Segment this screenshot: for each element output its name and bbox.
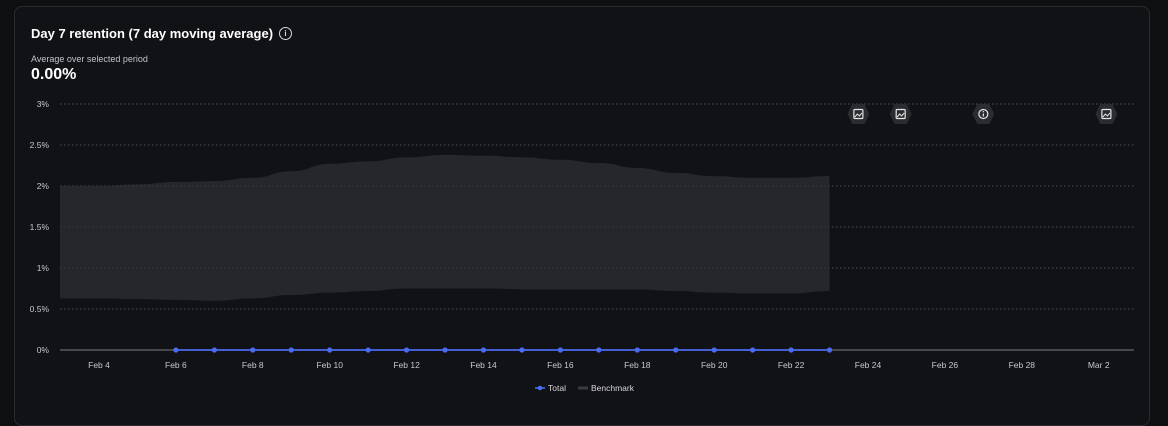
x-tick-label: Feb 8 [242, 360, 264, 370]
x-tick-label: Feb 12 [393, 360, 420, 370]
x-tick-label: Feb 4 [88, 360, 110, 370]
annotation-marker [889, 104, 912, 124]
y-tick-label: 2% [37, 181, 50, 191]
legend-benchmark-label: Benchmark [591, 383, 635, 393]
x-tick-label: Feb 26 [932, 360, 959, 370]
total-point [634, 347, 640, 353]
y-tick-label: 1.5% [30, 222, 50, 232]
image-icon[interactable] [847, 104, 870, 124]
annotation-marker [847, 104, 870, 124]
total-point [596, 347, 602, 353]
x-tick-label: Feb 18 [624, 360, 651, 370]
total-point [365, 347, 371, 353]
x-tick-label: Feb 14 [470, 360, 497, 370]
x-tick-label: Feb 22 [778, 360, 805, 370]
total-point [750, 347, 756, 353]
image-icon[interactable] [1095, 104, 1118, 124]
retention-chart: 0% 0.5% 1% 1.5% 2% 2.5% 3% Feb 4 Feb 6 Feb 8 Feb 1… [30, 99, 1134, 393]
x-tick-label: Feb 6 [165, 360, 187, 370]
annotation-marker [1095, 104, 1118, 124]
card-header: Day 7 retention (7 day moving average) i [31, 26, 293, 41]
total-point [557, 347, 564, 353]
image-icon-frame [853, 108, 864, 120]
total-point [826, 347, 833, 353]
total-point [288, 347, 294, 353]
y-tick-label: 0% [37, 345, 50, 355]
total-point [711, 347, 717, 353]
total-point [327, 347, 333, 353]
total-point [442, 347, 448, 353]
info-icon[interactable] [972, 104, 995, 124]
total-point [404, 347, 410, 353]
summary-label: Average over selected period [31, 54, 148, 64]
info-icon-dot [982, 111, 985, 113]
legend-total-label: Total [548, 383, 566, 393]
image-icon-mountain [1102, 112, 1111, 118]
total-point [673, 347, 679, 353]
legend-total-dot [537, 385, 543, 391]
image-icon-mountain [854, 112, 863, 118]
x-tick-label: Mar 2 [1088, 360, 1110, 370]
y-tick-label: 3% [37, 99, 50, 109]
total-point [211, 347, 217, 353]
total-point [173, 347, 179, 353]
info-icon[interactable]: i [279, 27, 293, 40]
image-icon-frame [895, 108, 906, 120]
summary-value: 0.00% [31, 66, 77, 83]
total-point [480, 347, 487, 353]
x-tick-label: Feb 10 [316, 360, 343, 370]
x-tick-label: Feb 16 [547, 360, 574, 370]
benchmark-band [60, 154, 830, 301]
x-tick-label: Feb 24 [855, 360, 882, 370]
info-icon-ring [978, 108, 989, 120]
y-tick-label: 1% [37, 263, 50, 273]
total-point [788, 347, 794, 353]
x-tick-label: Feb 20 [701, 360, 728, 370]
total-point [250, 347, 256, 353]
x-tick-label: Feb 28 [1009, 360, 1036, 370]
image-icon[interactable] [889, 104, 912, 124]
y-tick-label: 2.5% [30, 140, 50, 150]
image-icon-frame [1101, 108, 1112, 120]
image-icon-mountain [896, 112, 905, 118]
y-tick-label: 0.5% [30, 304, 50, 314]
card-title: Day 7 retention (7 day moving average) [31, 26, 274, 41]
total-point [519, 347, 525, 353]
